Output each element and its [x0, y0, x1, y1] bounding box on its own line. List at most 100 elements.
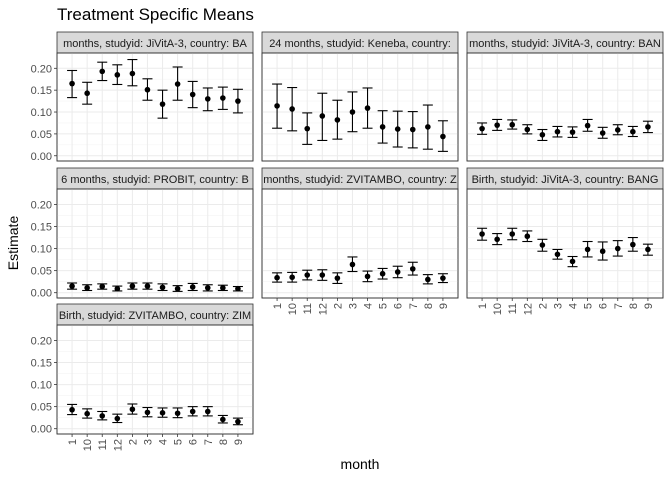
x-tick-label: 3: [552, 303, 564, 309]
x-tick-label: 10: [287, 303, 299, 315]
estimate-point: [334, 117, 341, 123]
y-tick-label: 0.15: [31, 85, 52, 97]
estimate-point: [144, 283, 151, 289]
estimate-point: [304, 125, 311, 132]
x-tick-label: 1: [477, 303, 489, 309]
x-tick-label: 7: [408, 303, 420, 309]
estimate-point: [394, 269, 401, 275]
facet-panel-1: months, studyid: JiVitA-3, country: BA 0.…: [31, 31, 254, 163]
estimate-point: [114, 415, 121, 422]
facet-panel-3: months, studyid: JiVitA-3, country: BAN: [466, 31, 664, 162]
x-tick-label: 2: [537, 303, 549, 309]
estimate-point: [599, 248, 606, 255]
x-tick-label: 5: [583, 303, 595, 309]
x-tick-label: 2: [127, 439, 139, 445]
facet-strip-label: months, studyid: JiVitA-3, country: BA: [63, 38, 247, 50]
y-tick-label: 0.10: [31, 380, 52, 392]
facet-strip-label: 24 months, studyid: Keneba, country:: [269, 38, 451, 50]
estimate-point: [645, 124, 651, 130]
estimate-point: [204, 408, 211, 415]
facet-border: [466, 52, 664, 162]
estimate-point: [289, 106, 295, 112]
estimate-point: [274, 274, 280, 281]
x-tick-label: 7: [613, 303, 625, 309]
y-tick-label: 0.10: [31, 107, 52, 119]
estimate-point: [479, 125, 485, 132]
estimate-point: [539, 242, 546, 248]
estimate-point: [129, 70, 136, 77]
facet-strip-label: Birth, studyid: ZVITAMBO, country: ZIM: [59, 310, 251, 322]
estimate-point: [479, 231, 485, 237]
estimate-point: [174, 285, 181, 292]
estimate-point: [159, 101, 166, 107]
x-tick-label: 8: [218, 439, 230, 445]
y-axis-title: Estimate: [5, 216, 21, 271]
x-tick-label: 3: [142, 439, 154, 445]
facet-border: [466, 188, 664, 299]
estimate-point: [174, 410, 181, 417]
estimate-point: [129, 283, 136, 289]
estimate-point: [159, 410, 166, 416]
estimate-point: [204, 285, 211, 291]
estimate-point: [235, 418, 241, 425]
estimate-point: [409, 266, 416, 272]
estimate-point: [220, 416, 226, 423]
x-tick-label: 4: [363, 303, 375, 309]
estimate-point: [524, 233, 531, 240]
facet-border: [56, 52, 254, 162]
estimate-point: [235, 98, 241, 104]
facet-panel-5: months, studyid: ZVITAMBO, country: Z 1 10…: [261, 167, 459, 315]
estimate-point: [364, 273, 371, 280]
y-tick-label: 0.10: [31, 244, 52, 256]
estimate-point: [304, 272, 311, 278]
x-tick-label: 7: [203, 439, 215, 445]
facet-panel-7: Birth, studyid: ZVITAMBO, country: ZIM 0.…: [31, 303, 254, 451]
estimate-point: [84, 285, 90, 291]
estimate-point: [569, 129, 576, 135]
x-tick-label: 2: [332, 303, 344, 309]
estimate-point: [69, 406, 75, 413]
facet-strip-label: months, studyid: ZVITAMBO, country: Z: [263, 174, 457, 186]
x-tick-label: 12: [112, 439, 124, 451]
estimate-point: [494, 122, 500, 128]
estimate-point: [425, 276, 431, 283]
estimate-point: [379, 124, 386, 130]
estimate-point: [554, 251, 561, 258]
y-tick-label: 0.20: [31, 63, 52, 75]
estimate-point: [204, 96, 211, 102]
estimate-point: [539, 131, 546, 138]
x-tick-label: 6: [393, 303, 405, 309]
x-axis-title: month: [341, 456, 380, 472]
facet-panel-6: Birth, studyid: JiVitA-3, country: BANG 1…: [466, 167, 664, 315]
facet-plot-area: [56, 52, 254, 162]
x-tick-label: 8: [423, 303, 435, 309]
facet-strip-label: Birth, studyid: JiVitA-3, country: BANG: [472, 174, 659, 186]
estimate-point: [174, 81, 181, 87]
x-tick-label: 1: [272, 303, 284, 309]
x-tick-label: 11: [97, 439, 109, 450]
y-tick-label: 0.05: [31, 129, 52, 141]
x-tick-label: 9: [438, 303, 450, 309]
chart-title: Treatment Specific Means: [57, 5, 254, 24]
facet-border: [261, 188, 459, 299]
facet-border: [56, 324, 254, 435]
estimate-point: [114, 285, 121, 292]
x-tick-label: 5: [173, 439, 185, 445]
estimate-point: [599, 130, 606, 136]
estimate-point: [334, 275, 341, 281]
y-tick-label: 0.15: [31, 222, 52, 234]
estimate-point: [189, 284, 196, 290]
estimate-point: [114, 72, 121, 78]
estimate-point: [69, 80, 75, 87]
x-tick-label: 11: [302, 303, 314, 314]
estimate-point: [189, 91, 196, 98]
estimate-point: [364, 105, 371, 111]
estimate-point: [84, 410, 90, 417]
estimate-point: [394, 126, 401, 132]
estimate-point: [645, 246, 651, 253]
estimate-point: [569, 258, 576, 265]
estimate-point: [220, 95, 226, 101]
y-tick-label: 0.00: [31, 288, 52, 300]
x-tick-label: 12: [317, 303, 329, 315]
x-tick-label: 9: [643, 303, 655, 309]
